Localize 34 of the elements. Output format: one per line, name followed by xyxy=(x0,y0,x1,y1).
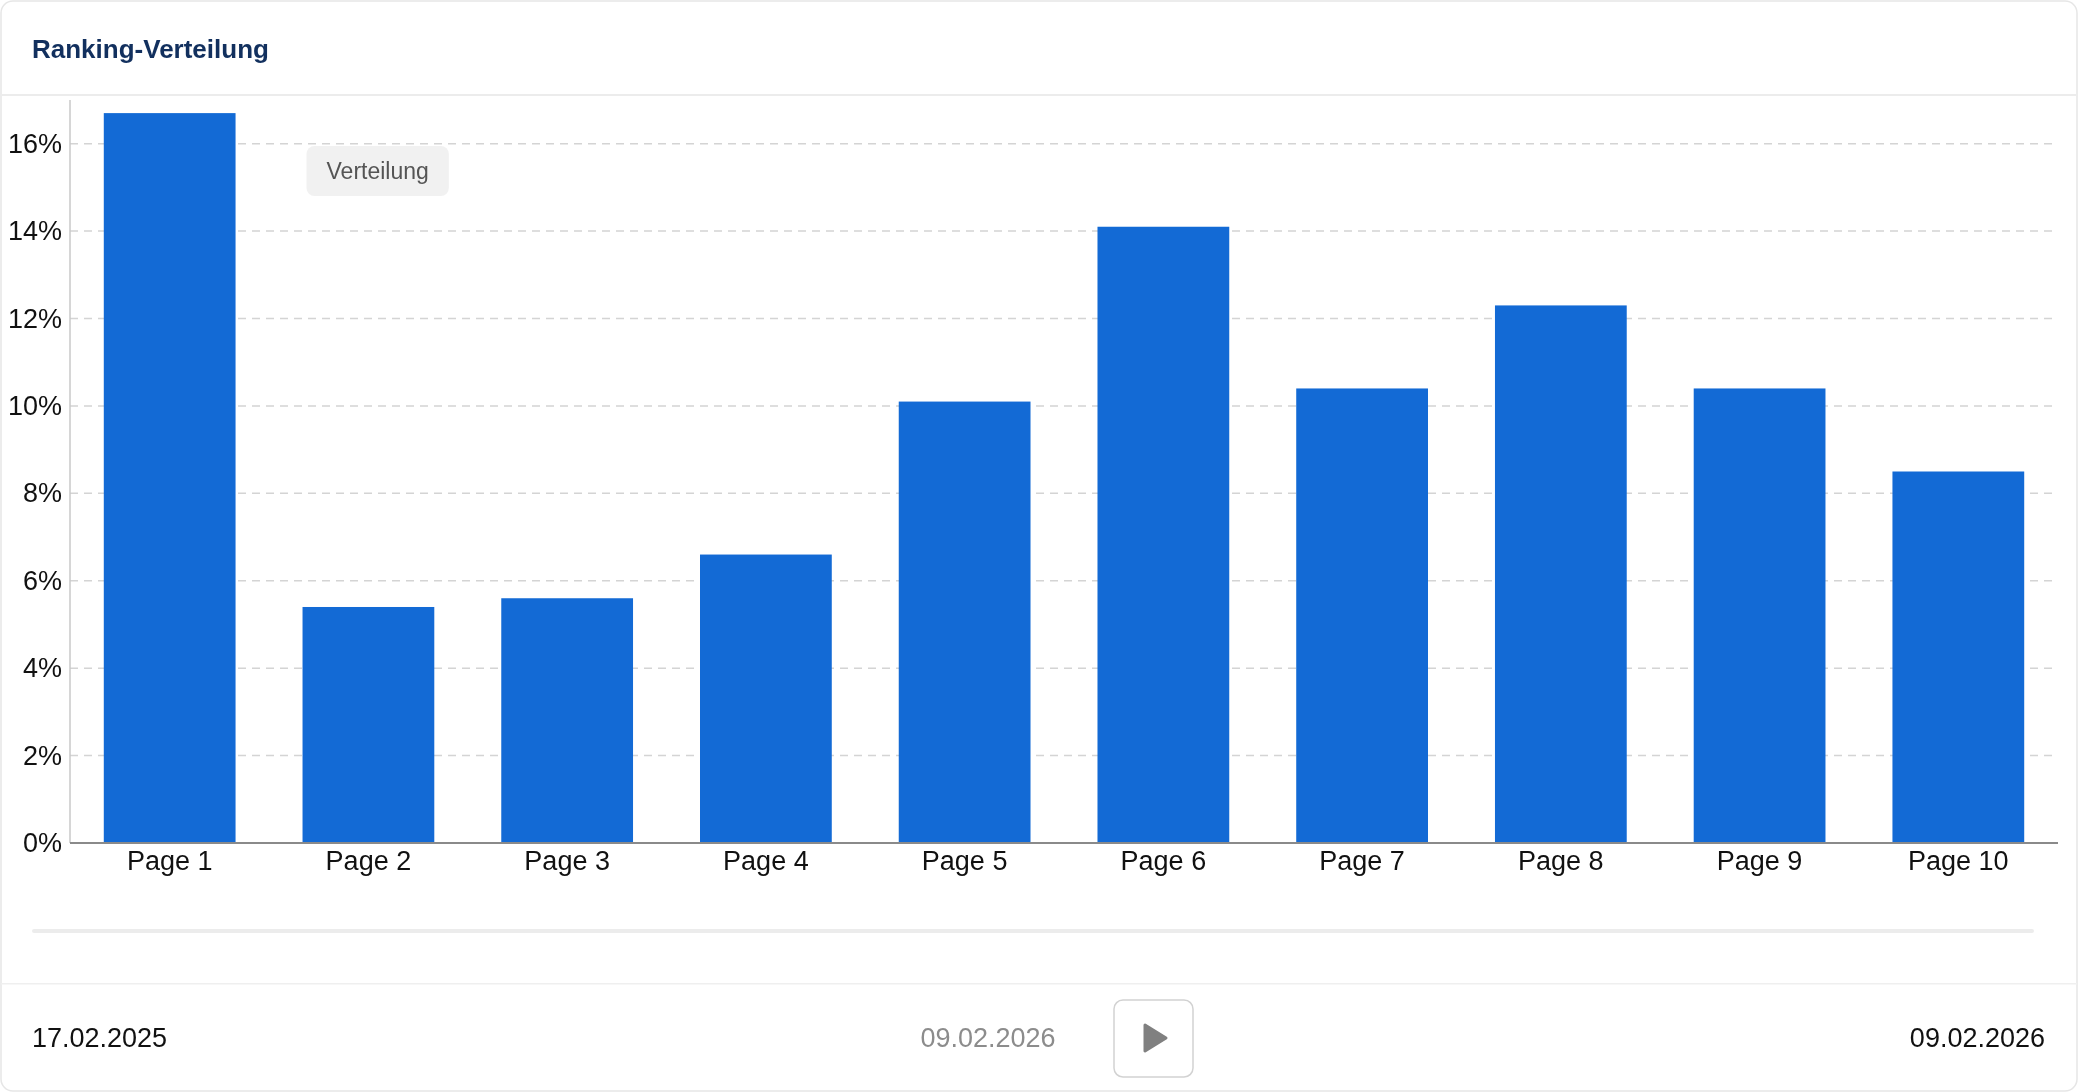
y-tick-label: 4% xyxy=(22,653,62,684)
bar xyxy=(1097,226,1230,843)
bar xyxy=(1494,305,1627,843)
y-tick-label: 16% xyxy=(7,128,62,159)
y-tick-label: 12% xyxy=(7,303,62,334)
y-tick-label: 6% xyxy=(22,565,62,596)
bar xyxy=(501,598,634,843)
bar xyxy=(103,113,236,843)
bar xyxy=(1693,388,1826,843)
x-tick-label: Page 4 xyxy=(723,846,809,876)
x-tick-label: Page 5 xyxy=(921,846,1008,876)
text: 09.02.2026 xyxy=(1909,1023,2045,1053)
bar xyxy=(700,554,832,843)
text: 09.02.2026 xyxy=(920,1023,1056,1053)
legend-title: Verteilung xyxy=(326,158,429,184)
x-tick-label: Page 1 xyxy=(126,846,213,876)
bar xyxy=(302,606,435,843)
bar xyxy=(1296,388,1428,843)
bar xyxy=(1892,471,2025,843)
x-tick-label: Page 9 xyxy=(1716,846,1803,876)
y-tick-label: 14% xyxy=(7,216,62,247)
text: 17.02.2025 xyxy=(32,1023,168,1053)
x-tick-label: Page 10 xyxy=(1908,846,2009,876)
y-tick-label: 0% xyxy=(22,828,62,858)
y-tick-label: 2% xyxy=(22,740,62,771)
bar xyxy=(898,401,1031,843)
y-tick-label: 8% xyxy=(22,478,62,509)
x-tick-label: Page 2 xyxy=(325,846,412,876)
x-tick-label: Page 8 xyxy=(1518,846,1604,876)
x-tick-label: Page 6 xyxy=(1120,846,1207,876)
x-tick-label: Page 7 xyxy=(1319,846,1405,876)
chart-title: Ranking-Verteilung xyxy=(32,34,269,64)
y-tick-label: 10% xyxy=(7,390,62,421)
x-tick-label: Page 3 xyxy=(524,846,610,876)
